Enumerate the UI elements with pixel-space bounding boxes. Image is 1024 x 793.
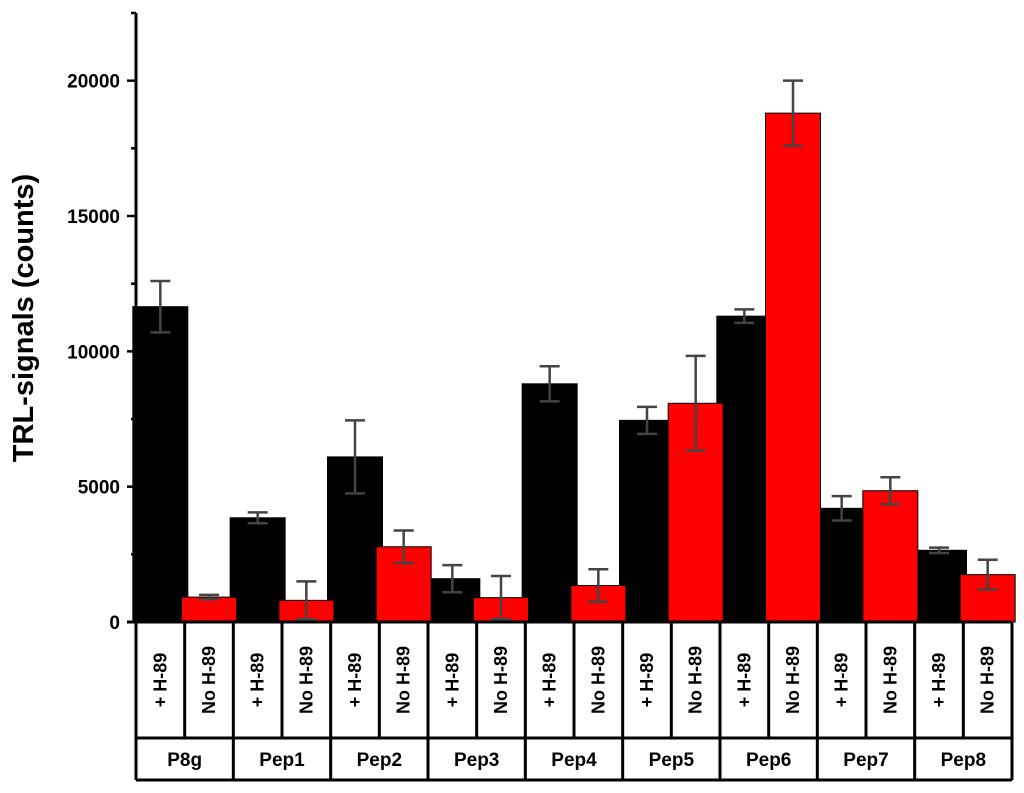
condition-label: + H-89 <box>540 653 560 708</box>
group-label: Pep4 <box>551 750 597 771</box>
group-label: Pep3 <box>454 750 499 771</box>
condition-label: No H-89 <box>783 646 803 714</box>
category-table: P8g + H-89 No H-89 Pep1 + H-89 No H-89 Pep2 + H… <box>134 622 1014 782</box>
y-tick-label: 15000 <box>67 207 120 228</box>
condition-label: + H-89 <box>929 653 949 708</box>
bar <box>181 596 237 623</box>
y-tick-label: 10000 <box>67 342 120 363</box>
condition-label: No H-89 <box>880 646 900 714</box>
group-label: Pep2 <box>357 750 402 771</box>
condition-label: No H-89 <box>296 646 316 714</box>
y-tick-label: 20000 <box>67 72 120 93</box>
y-axis-title: TRL-signals (counts) <box>8 174 40 462</box>
condition-label: No H-89 <box>686 646 706 714</box>
bar <box>862 490 919 623</box>
bars <box>132 112 1016 623</box>
bar <box>132 306 189 623</box>
group-label: Pep8 <box>941 750 986 771</box>
group-label: Pep6 <box>746 750 791 771</box>
condition-label: + H-89 <box>345 653 365 708</box>
condition-label: No H-89 <box>978 646 998 714</box>
condition-label: No H-89 <box>199 646 219 714</box>
condition-label: + H-89 <box>442 653 462 708</box>
y-tick-label: 5000 <box>78 478 120 499</box>
bar <box>765 112 821 623</box>
group-label: Pep5 <box>649 750 695 771</box>
condition-label: + H-89 <box>637 653 657 708</box>
group-label: Pep7 <box>843 750 888 771</box>
bar <box>813 507 870 623</box>
bar <box>716 315 773 623</box>
condition-label: + H-89 <box>832 653 852 708</box>
condition-label: No H-89 <box>588 646 608 714</box>
group-label: P8g <box>167 750 202 771</box>
condition-label: No H-89 <box>491 646 511 714</box>
bar <box>229 517 286 623</box>
bar <box>521 383 578 623</box>
y-tick-label: 0 <box>109 613 120 634</box>
condition-label: + H-89 <box>734 653 754 708</box>
bar <box>619 419 675 623</box>
condition-label: No H-89 <box>394 646 414 714</box>
error-bars <box>150 79 998 621</box>
group-label: Pep1 <box>259 750 305 771</box>
bar <box>911 549 967 623</box>
condition-label: + H-89 <box>248 653 268 708</box>
condition-label: + H-89 <box>150 653 170 708</box>
